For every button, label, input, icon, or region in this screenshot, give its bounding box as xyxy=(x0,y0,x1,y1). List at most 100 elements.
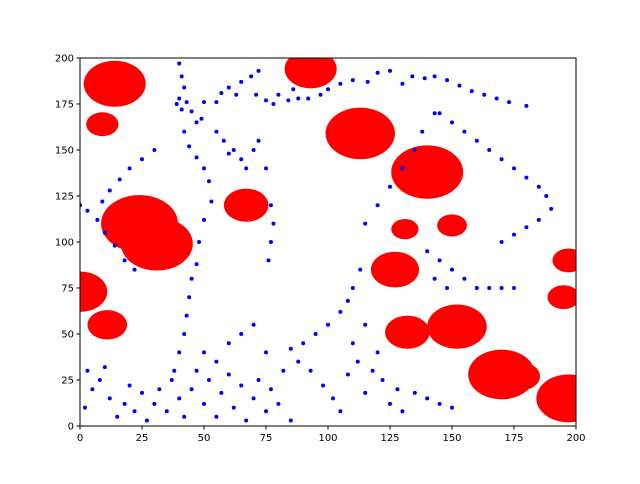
point xyxy=(226,372,231,377)
point xyxy=(536,184,541,189)
point xyxy=(350,78,355,83)
point xyxy=(219,90,224,95)
point xyxy=(226,151,231,156)
point xyxy=(164,409,169,414)
point xyxy=(388,68,392,73)
point xyxy=(115,414,120,419)
obstacle xyxy=(391,145,464,199)
point xyxy=(450,267,454,272)
point xyxy=(256,68,261,73)
point xyxy=(544,194,549,198)
point xyxy=(457,83,462,88)
point xyxy=(268,387,273,392)
point xyxy=(288,346,293,351)
point xyxy=(202,166,206,171)
obstacle xyxy=(80,271,108,312)
point xyxy=(499,286,504,290)
point xyxy=(422,76,427,81)
point xyxy=(189,276,194,281)
point xyxy=(254,92,259,97)
point xyxy=(100,199,105,204)
point xyxy=(182,332,187,336)
point xyxy=(375,203,380,208)
point xyxy=(102,230,107,235)
point xyxy=(251,396,256,401)
point xyxy=(177,96,182,101)
point xyxy=(206,179,211,184)
point xyxy=(318,92,323,97)
obstacle xyxy=(370,251,420,288)
point xyxy=(345,372,350,377)
point xyxy=(85,368,90,373)
point xyxy=(487,148,492,152)
point xyxy=(321,383,326,388)
point xyxy=(140,157,144,162)
obstacle xyxy=(552,248,576,273)
point xyxy=(231,148,236,152)
point xyxy=(264,166,268,171)
obstacle xyxy=(223,188,269,222)
point xyxy=(182,85,187,90)
point xyxy=(296,96,301,101)
point xyxy=(231,405,236,410)
point xyxy=(177,61,182,66)
point xyxy=(432,276,437,281)
point xyxy=(450,405,454,410)
point xyxy=(474,138,479,143)
point xyxy=(345,298,350,303)
y-tick-label: 125 xyxy=(55,192,74,203)
obstacle xyxy=(536,374,576,423)
point xyxy=(249,74,254,79)
obstacle xyxy=(86,112,119,137)
point xyxy=(462,276,467,281)
point xyxy=(271,221,276,226)
point xyxy=(244,418,249,423)
point xyxy=(437,401,442,406)
point xyxy=(239,157,244,162)
x-tick-label: 125 xyxy=(380,433,399,444)
point xyxy=(370,368,375,373)
point xyxy=(549,206,554,211)
point xyxy=(400,166,405,171)
point xyxy=(177,350,182,355)
obstacle xyxy=(427,304,487,349)
y-tick-label: 100 xyxy=(55,238,74,249)
point xyxy=(266,258,271,263)
x-tick-label: 150 xyxy=(442,433,461,444)
point xyxy=(214,359,219,364)
point xyxy=(132,267,137,272)
point xyxy=(189,387,194,392)
point xyxy=(375,70,380,75)
point xyxy=(144,418,149,423)
x-tick-label: 50 xyxy=(198,433,211,444)
point xyxy=(338,309,343,314)
point xyxy=(239,332,244,336)
point xyxy=(313,332,318,336)
obstacle xyxy=(437,214,467,237)
point xyxy=(184,100,189,105)
point xyxy=(437,258,442,263)
point xyxy=(221,138,226,143)
point xyxy=(95,217,100,222)
point xyxy=(507,100,512,105)
point xyxy=(264,409,268,414)
point xyxy=(291,87,296,92)
point xyxy=(199,116,204,121)
point xyxy=(202,100,206,105)
point xyxy=(189,109,194,114)
point xyxy=(301,341,306,346)
point xyxy=(425,249,430,254)
point xyxy=(169,378,174,382)
point xyxy=(177,396,182,401)
point xyxy=(330,396,335,401)
point xyxy=(172,368,177,373)
point xyxy=(487,286,492,290)
point xyxy=(308,368,313,373)
point xyxy=(244,166,249,171)
point xyxy=(251,322,256,327)
point xyxy=(469,89,474,94)
point xyxy=(432,111,437,116)
point xyxy=(276,92,281,97)
obstacle xyxy=(325,107,395,160)
